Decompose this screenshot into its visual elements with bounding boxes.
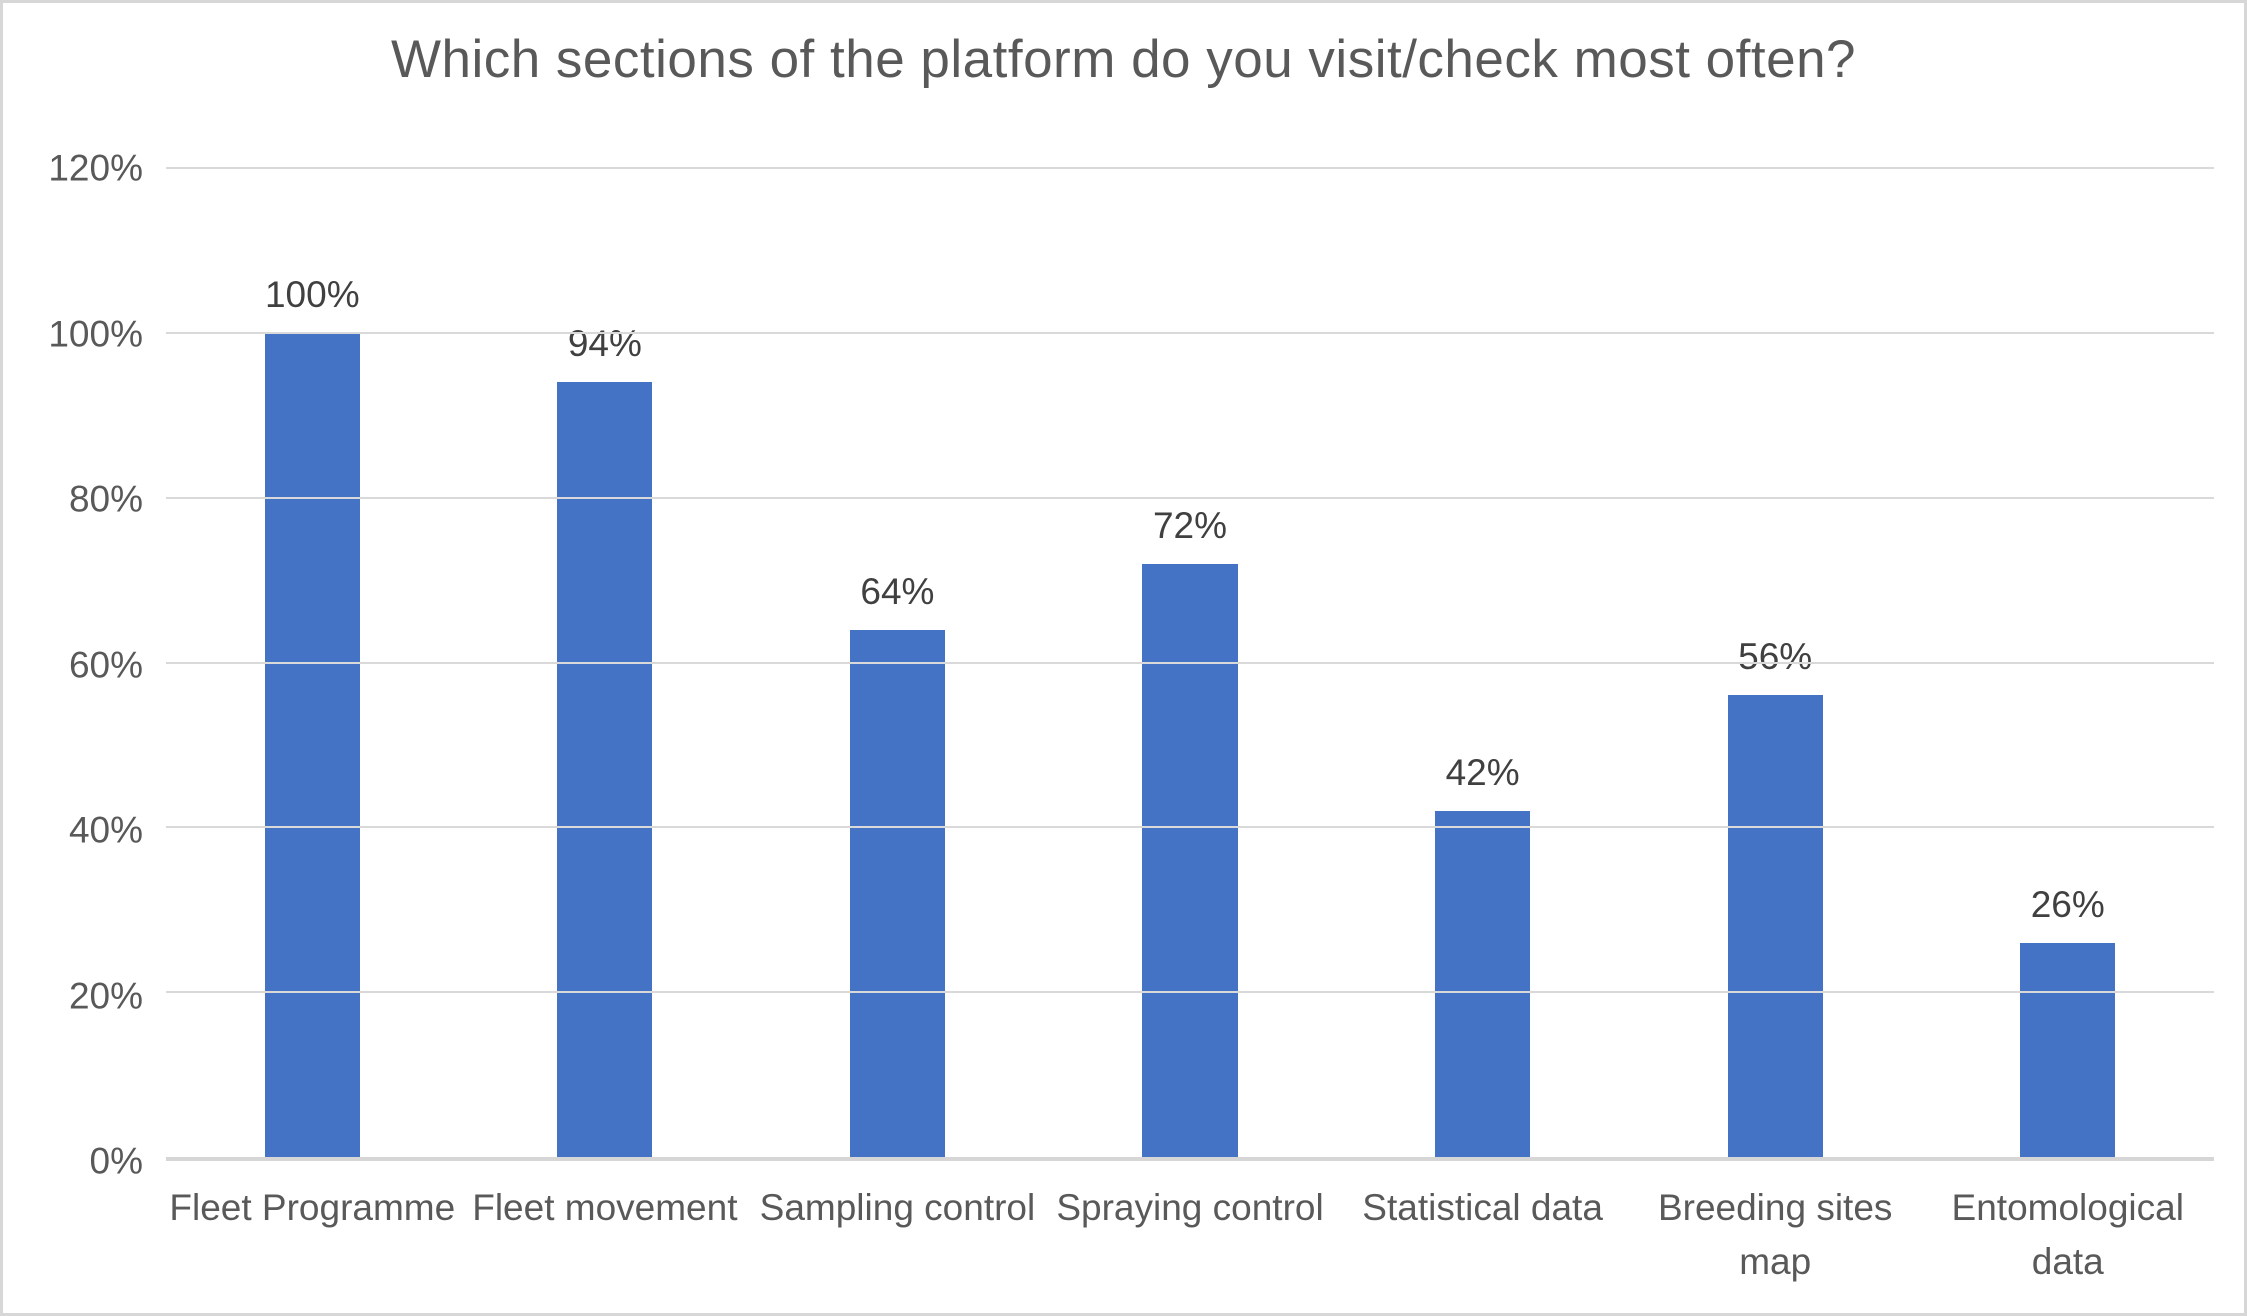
y-axis-tick-label: 60%: [68, 644, 143, 685]
bar-value-label: 56%: [1738, 636, 1813, 678]
gridline: [166, 991, 2214, 994]
x-axis-tick-label: Fleet movement: [472, 1187, 738, 1228]
x-axis-tick-label: Entomological data: [1951, 1187, 2184, 1282]
y-axis-tick-label: 100%: [48, 313, 143, 354]
y-axis-tick-label: 80%: [68, 478, 143, 520]
x-axis: Fleet Programme Fleet movement Sampling co…: [166, 1181, 2214, 1288]
gridline: [166, 331, 2214, 334]
bar-column: 100%: [166, 168, 459, 1157]
bar-value-label: 42%: [1445, 751, 1520, 793]
bar: [1142, 563, 1238, 1157]
x-axis-tick-label: Spraying control: [1056, 1187, 1324, 1228]
x-axis-tick-label: Sampling control: [759, 1187, 1036, 1228]
y-axis-tick-label: 120%: [48, 147, 143, 189]
bar: [557, 382, 653, 1157]
bar-value-label: 100%: [264, 273, 360, 315]
bar: [849, 629, 945, 1157]
y-axis-tick-label: 40%: [68, 809, 143, 851]
gridline: [166, 826, 2214, 829]
bar-column: 64%: [751, 168, 1044, 1157]
x-axis-tick-label: Breeding sites map: [1657, 1187, 1893, 1282]
bar-column: 56%: [1629, 168, 1922, 1157]
y-axis-tick-label: 0%: [89, 1140, 143, 1182]
gridline: [166, 167, 2214, 169]
bar-value-label: 94%: [567, 323, 642, 365]
bar: [264, 332, 360, 1157]
x-axis-tick-label: Fleet Programme: [169, 1187, 456, 1228]
bar-value-label: 64%: [860, 570, 935, 612]
gridline: [166, 496, 2214, 499]
bars-row: 100% 94% 64% 72% 42% 56% 26%: [166, 168, 2214, 1157]
bar-column: 42%: [1336, 168, 1629, 1157]
chart-title: Which sections of the platform do you vi…: [390, 30, 1857, 89]
bar: [1727, 695, 1823, 1157]
y-axis-tick-label: 20%: [68, 975, 143, 1016]
plot-area: 100% 94% 64% 72% 42% 56% 26%: [166, 167, 2214, 1161]
x-axis-tick-label: Statistical data: [1362, 1187, 1603, 1228]
y-axis: 120% 100% 80% 60% 40% 20% 0%: [3, 150, 143, 1180]
bar-value-label: 72%: [1152, 504, 1228, 546]
bar-value-label: 26%: [2030, 883, 2105, 925]
gridline: [166, 661, 2214, 664]
bar: [2020, 942, 2116, 1157]
bar-column: 94%: [459, 168, 752, 1157]
bar: [1435, 810, 1531, 1157]
bar-column: 26%: [1921, 168, 2214, 1157]
